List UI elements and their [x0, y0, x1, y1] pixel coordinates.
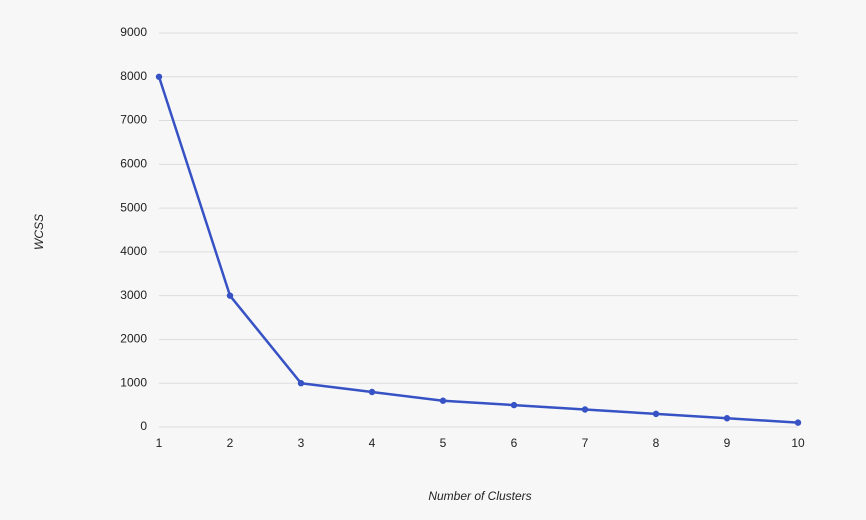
y-tick-label: 5000	[120, 200, 147, 214]
point	[581, 406, 589, 413]
y-tick-label: 8000	[120, 69, 147, 83]
point	[155, 73, 163, 80]
point	[794, 419, 802, 426]
point	[510, 401, 518, 409]
y-tick-label: 1000	[120, 375, 147, 389]
point	[652, 410, 660, 418]
x-axis-title: Number of Clusters	[428, 489, 531, 503]
x-tick-label: 1	[156, 436, 163, 450]
x-tick-label: 3	[298, 436, 305, 450]
y-tick-label: 0	[140, 419, 147, 433]
x-tick-label: 4	[369, 436, 376, 450]
x-tick-label: 5	[440, 436, 447, 450]
point	[297, 380, 305, 387]
x-tick-label: 7	[582, 436, 589, 450]
y-tick-label: 2000	[120, 332, 147, 346]
y-tick-label: 3000	[120, 288, 147, 302]
point	[368, 388, 376, 396]
y-tick-label: 4000	[120, 244, 147, 258]
point	[439, 397, 447, 404]
point	[226, 292, 234, 299]
y-tick-label: 7000	[120, 113, 147, 127]
line	[157, 76, 799, 424]
y-axis-title: WCSS	[32, 214, 46, 250]
point	[723, 415, 731, 422]
x-tick-label: 8	[653, 436, 660, 450]
y-tick-label: 9000	[120, 25, 147, 39]
x-tick-label: 9	[724, 436, 731, 450]
x-tick-label: 2	[227, 436, 234, 450]
x-tick-label: 6	[511, 436, 518, 450]
y-tick-label: 6000	[120, 157, 147, 171]
x-tick-label: 10	[791, 436, 805, 450]
